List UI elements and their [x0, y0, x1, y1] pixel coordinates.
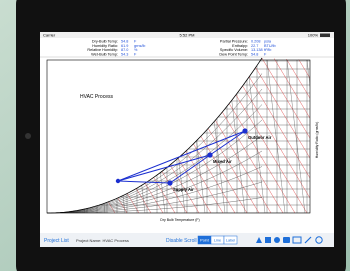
- mode-label[interactable]: Point: [200, 239, 210, 243]
- icon[interactable]: [265, 237, 271, 243]
- camera: [25, 133, 31, 139]
- x-axis-title: Dry Bulb Temperature (F): [160, 218, 199, 222]
- property-value: 54.8: [251, 52, 258, 56]
- mode-label[interactable]: Line: [214, 239, 221, 243]
- state-point[interactable]: [116, 179, 120, 183]
- state-point-label: Outdoor Air: [248, 135, 272, 140]
- time: 5:52 PM: [180, 33, 195, 38]
- state-point-label: Mixed Air: [213, 159, 232, 164]
- property-value: 54.3: [121, 52, 128, 56]
- property-label: Wet-Bulb Temp:: [91, 52, 118, 56]
- state-point[interactable]: [242, 128, 247, 133]
- battery: 100%: [308, 33, 319, 38]
- mode-segmented-control: Point Line Label: [198, 236, 237, 244]
- project-list-button[interactable]: Project List: [44, 238, 69, 244]
- state-point-label: Supply Air: [173, 187, 194, 192]
- y-axis-title: Humidity Ratio (grns/lb): [315, 122, 319, 159]
- property-label: Dew Point Temp:: [219, 52, 248, 56]
- icon[interactable]: [274, 237, 280, 243]
- project-name: Project Name: HVAC Process: [76, 238, 129, 243]
- mode-label[interactable]: Label: [226, 239, 235, 243]
- carrier: Carrier: [43, 33, 56, 38]
- page: Carrier 5:52 PM 100% Dry-Bulb Temp:54.8F…: [0, 0, 350, 271]
- screen: [40, 32, 334, 247]
- disable-scroll-button[interactable]: Disable Scroll: [166, 238, 197, 244]
- battery-icon: [320, 34, 330, 38]
- icon[interactable]: [283, 237, 290, 243]
- screenshot: Carrier 5:52 PM 100% Dry-Bulb Temp:54.8F…: [0, 0, 350, 271]
- chart-title: HVAC Process: [80, 94, 113, 100]
- state-point[interactable]: [207, 152, 212, 157]
- state-point[interactable]: [167, 180, 172, 185]
